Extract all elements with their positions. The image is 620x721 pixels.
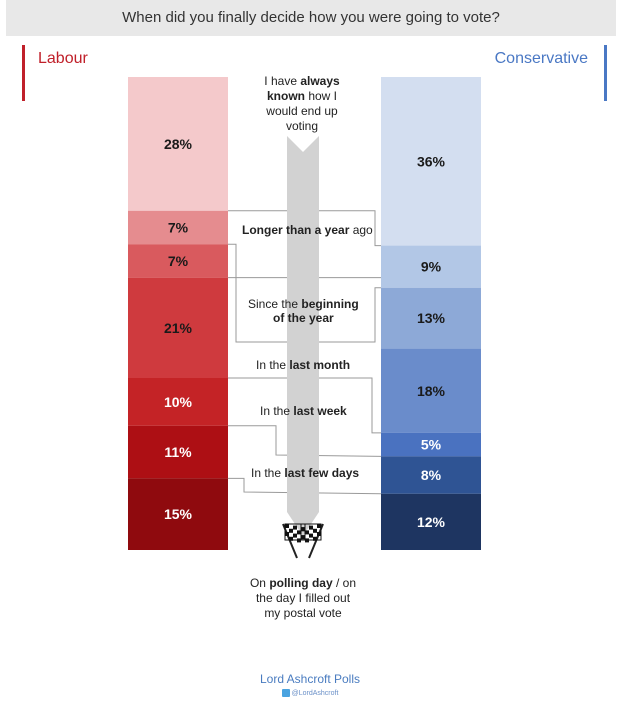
footer-source: Lord Ashcroft Polls — [259, 672, 361, 686]
flag-square — [289, 536, 293, 541]
data-label: 18% — [417, 383, 446, 399]
bar-segment — [381, 432, 481, 457]
labour-marker — [22, 45, 25, 101]
data-label: 13% — [417, 310, 446, 326]
data-label: 7% — [168, 220, 189, 236]
conservative-bars — [381, 77, 481, 550]
bar-segment — [128, 478, 228, 550]
timeline-arrow — [287, 136, 319, 536]
data-label: 12% — [417, 514, 446, 530]
flag-square — [293, 525, 297, 530]
conservative-value-labels: 36% 9% 13% 18% 5% 8% 12% — [417, 153, 446, 530]
bar-segment — [128, 244, 228, 278]
flag-square — [285, 524, 289, 528]
data-label: 28% — [164, 136, 193, 152]
flag-square — [309, 525, 313, 530]
bar-segment — [128, 378, 228, 426]
data-label: 9% — [421, 259, 442, 275]
flag-square — [293, 533, 297, 538]
data-label: 15% — [164, 506, 193, 522]
data-label: 7% — [168, 253, 189, 269]
flag-square — [309, 533, 313, 538]
conservative-marker — [604, 45, 607, 101]
labour-value-labels: 28% 7% 7% 21% 10% 11% 15% — [164, 136, 193, 522]
flag-square — [317, 532, 321, 536]
flag-square — [297, 530, 301, 535]
bar-segment — [381, 77, 481, 246]
flag-square — [301, 535, 305, 540]
data-label: 5% — [421, 437, 442, 453]
flag-square — [289, 528, 293, 533]
labour-label: Labour — [38, 50, 88, 67]
stage-year-label: Longer than a year ago — [242, 223, 373, 237]
bar-segment — [381, 493, 481, 550]
stage-beginning-label: Since the beginning of the year — [248, 297, 359, 325]
data-label: 11% — [164, 444, 192, 460]
polling-day-label: On polling day / on the day I filled out… — [249, 576, 357, 620]
flag-square — [313, 528, 317, 533]
connector-line — [228, 425, 382, 457]
flag-cloth — [300, 523, 322, 541]
stage-week-label: In the last week — [260, 404, 347, 418]
data-label: 21% — [164, 320, 193, 336]
always-known-label: I have always known how I would end up v… — [264, 74, 340, 133]
conservative-label: Conservative — [494, 50, 588, 67]
flag-square — [317, 524, 321, 528]
bar-segment — [381, 245, 481, 288]
flag-square — [285, 532, 289, 536]
twitter-icon — [281, 689, 290, 697]
stage-days-label: In the last few days — [251, 466, 360, 480]
bar-segment — [128, 425, 228, 479]
bar-segment — [381, 287, 481, 349]
bar-segment — [381, 456, 481, 494]
data-label: 8% — [421, 467, 442, 483]
bar-segment — [381, 348, 481, 433]
flag-square — [305, 530, 309, 535]
data-label: 36% — [417, 153, 446, 169]
labour-bars — [128, 77, 228, 550]
bar-segment — [128, 210, 228, 245]
data-label: 10% — [164, 394, 193, 410]
chequered-flags-icon — [282, 523, 324, 559]
arrow-shaft — [287, 136, 319, 536]
footer-handle: @LordAshcroft — [0, 689, 620, 697]
flag-square — [301, 527, 305, 532]
bar-segment — [128, 277, 228, 378]
stage-month-label: In the last month — [256, 358, 351, 372]
flag-square — [313, 536, 317, 541]
chart-title: When did you finally decide how you were… — [6, 0, 616, 36]
bar-segment — [128, 77, 228, 211]
